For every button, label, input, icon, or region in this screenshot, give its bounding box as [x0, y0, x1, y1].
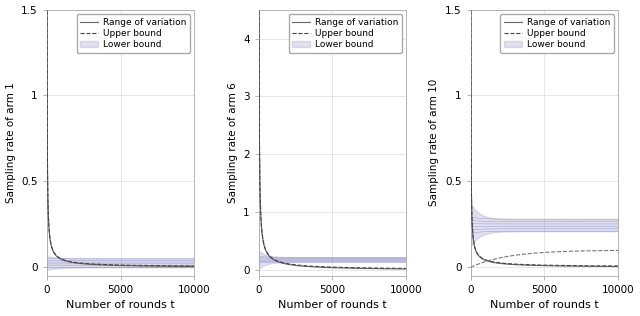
Legend: Range of variation, Upper bound, Lower bound: Range of variation, Upper bound, Lower b…	[500, 14, 614, 53]
Line: Range of variation: Range of variation	[47, 0, 195, 266]
Line: Upper bound: Upper bound	[259, 0, 406, 268]
Line: Range of variation: Range of variation	[470, 0, 618, 267]
Upper bound	[314, 265, 322, 269]
Upper bound	[568, 264, 576, 268]
Upper bound	[191, 264, 198, 268]
Upper bound	[582, 264, 589, 268]
Range of variation	[144, 264, 152, 268]
Legend: Range of variation, Upper bound, Lower bound: Range of variation, Upper bound, Lower b…	[289, 14, 402, 53]
Range of variation	[270, 258, 278, 262]
Range of variation	[356, 266, 364, 270]
Range of variation	[314, 265, 322, 269]
Legend: Range of variation, Upper bound, Lower bound: Range of variation, Upper bound, Lower b…	[77, 14, 189, 53]
Range of variation	[614, 265, 622, 269]
X-axis label: Number of rounds t: Number of rounds t	[66, 301, 175, 310]
Range of variation	[191, 264, 198, 268]
Range of variation	[584, 264, 592, 268]
Upper bound	[527, 263, 534, 267]
Range of variation	[372, 267, 380, 270]
Upper bound	[356, 266, 364, 270]
Upper bound	[161, 264, 168, 268]
Upper bound	[58, 257, 66, 261]
Range of variation	[582, 264, 589, 268]
Upper bound	[320, 265, 328, 269]
Y-axis label: Sampling rate of arm 10: Sampling rate of arm 10	[429, 79, 440, 206]
Upper bound	[403, 266, 410, 270]
Upper bound	[158, 264, 166, 268]
Upper bound	[102, 263, 110, 266]
Range of variation	[158, 264, 166, 268]
Upper bound	[584, 264, 592, 268]
Range of variation	[482, 258, 490, 262]
Upper bound	[614, 264, 622, 268]
Upper bound	[370, 266, 378, 270]
Upper bound	[270, 257, 278, 261]
Y-axis label: Sampling rate of arm 6: Sampling rate of arm 6	[227, 82, 237, 203]
X-axis label: Number of rounds t: Number of rounds t	[490, 301, 599, 310]
Range of variation	[532, 264, 540, 267]
Range of variation	[568, 264, 576, 268]
Range of variation	[58, 258, 66, 261]
Range of variation	[527, 263, 534, 267]
Range of variation	[320, 265, 328, 269]
Range of variation	[403, 267, 410, 271]
Y-axis label: Sampling rate of arm 1: Sampling rate of arm 1	[6, 82, 15, 203]
Upper bound	[482, 258, 490, 262]
Range of variation	[102, 263, 110, 267]
Range of variation	[370, 267, 378, 270]
Line: Upper bound: Upper bound	[470, 0, 618, 266]
Line: Range of variation: Range of variation	[259, 0, 406, 269]
Upper bound	[532, 263, 540, 267]
Upper bound	[372, 266, 380, 270]
X-axis label: Number of rounds t: Number of rounds t	[278, 301, 387, 310]
Upper bound	[144, 264, 152, 267]
Line: Upper bound: Upper bound	[47, 0, 195, 266]
Upper bound	[108, 263, 116, 267]
Range of variation	[108, 264, 116, 267]
Range of variation	[161, 264, 168, 268]
